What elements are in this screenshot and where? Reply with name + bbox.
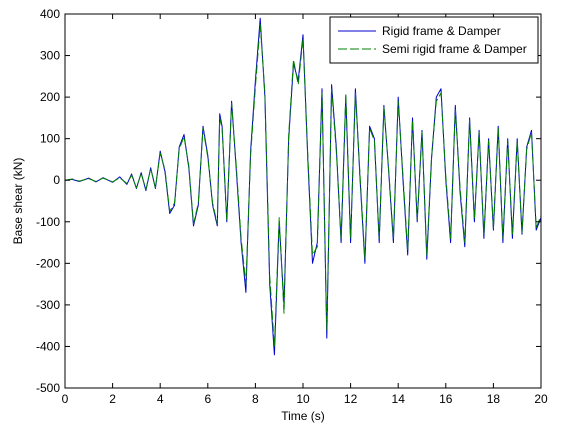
x-tick-label: 12: [344, 392, 358, 406]
y-tick-label: 400: [40, 7, 60, 21]
x-tick-label: 8: [252, 392, 259, 406]
x-tick-label: 10: [296, 392, 310, 406]
y-tick-label: 100: [40, 132, 60, 146]
legend-box: [329, 16, 539, 64]
x-tick-label: 6: [204, 392, 211, 406]
y-tick-label: -500: [36, 381, 60, 395]
y-tick-label: 300: [40, 49, 60, 63]
x-tick-label: 0: [62, 392, 69, 406]
x-tick-label: 2: [109, 392, 116, 406]
legend: Rigid frame & Damper Semi rigid frame & …: [329, 16, 539, 64]
legend-entry-rigid-frame: Rigid frame & Damper: [382, 24, 501, 38]
x-tick-label: 16: [439, 392, 453, 406]
legend-entry-semi-rigid-frame: Semi rigid frame & Damper: [382, 42, 527, 56]
series-layer: [64, 17, 542, 356]
series-line-semi-rigid-frame: [64, 23, 542, 347]
x-tick-label: 14: [392, 392, 406, 406]
y-tick-label: -400: [36, 339, 60, 353]
y-tick-label: 200: [40, 90, 60, 104]
y-tick-label: -300: [36, 298, 60, 312]
y-tick-label: -100: [36, 215, 60, 229]
y-tick-label: 0: [53, 173, 60, 187]
x-tick-label: 4: [157, 392, 164, 406]
x-axis-label: Time (s): [281, 409, 325, 423]
ticks-layer: 0 2 4 6 8 10 12 14 16 18 20 -500 -400 -300 -200 -100 0 10…: [36, 7, 548, 406]
y-axis-label: Base shear (kN): [11, 158, 25, 245]
y-tick-label: -200: [36, 256, 60, 270]
x-tick-label: 20: [534, 392, 548, 406]
x-tick-label: 18: [487, 392, 501, 406]
